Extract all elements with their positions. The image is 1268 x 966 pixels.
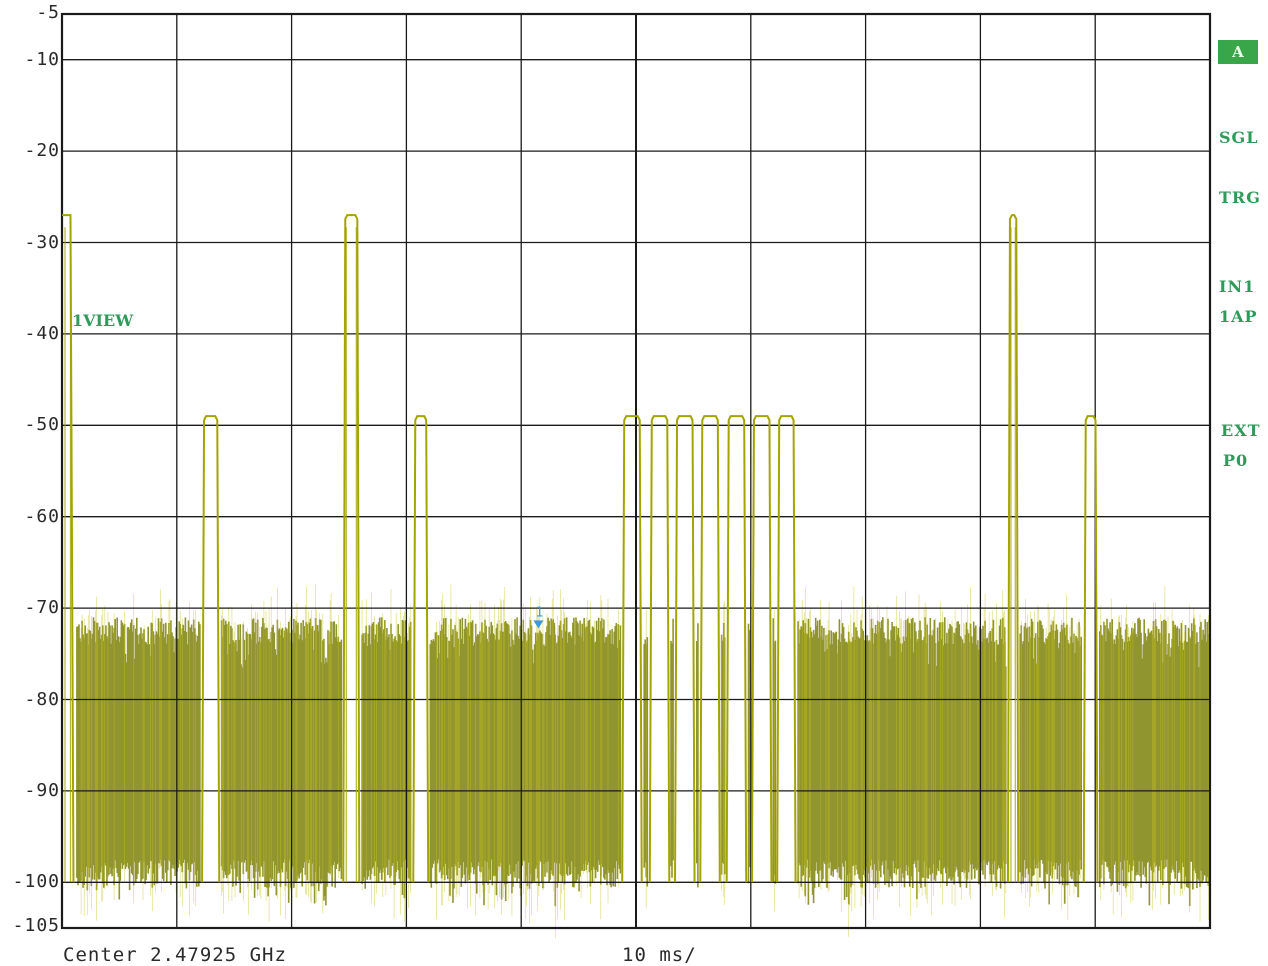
y-tick-label: -5 <box>36 2 60 23</box>
ext-label: EXT <box>1221 421 1261 440</box>
marker-1: 1 <box>533 605 544 629</box>
sgl-label: SGL <box>1219 128 1259 147</box>
y-tick-label: -70 <box>24 597 60 619</box>
y-tick-label: -10 <box>24 48 60 70</box>
trg-label: TRG <box>1219 188 1261 207</box>
noise-floor-trace <box>76 584 1211 938</box>
pulse-inner-edge <box>345 227 357 883</box>
pulse-trace <box>62 214 1099 883</box>
p0-label: P0 <box>1223 451 1249 470</box>
y-tick-label: -105 <box>12 915 60 936</box>
pulse <box>725 415 748 883</box>
y-tick-label: -80 <box>24 688 60 710</box>
y-tick-label: -60 <box>24 505 60 527</box>
pulse <box>699 415 721 883</box>
pulse <box>1082 415 1099 883</box>
marker-triangle <box>533 620 544 629</box>
y-tick-label: -40 <box>24 322 60 344</box>
marker-label: 1 <box>535 605 543 620</box>
y-tick-label: -50 <box>24 414 60 436</box>
center-frequency: Center 2.47925 GHz <box>63 944 287 966</box>
graticule <box>60 12 1212 930</box>
pulse <box>776 415 797 883</box>
pulse <box>750 415 773 883</box>
trace-a-badge[interactable]: A <box>1218 40 1258 64</box>
y-tick-label: -20 <box>24 140 60 162</box>
pulse <box>621 415 643 883</box>
y-tick-label: -100 <box>12 871 60 893</box>
pulse <box>201 415 221 883</box>
y-tick-label: -30 <box>24 231 60 253</box>
trace-view-label: 1VIEW <box>72 311 134 330</box>
pulse <box>342 214 361 883</box>
pulse-inner-edge <box>64 227 72 883</box>
sweep-time: 10 ms/ <box>622 944 697 966</box>
in1-label: IN1 <box>1219 277 1256 296</box>
noise-fill <box>76 617 1211 907</box>
noise-highlights <box>80 584 1210 938</box>
pulse <box>412 415 430 883</box>
pulse <box>674 415 696 883</box>
pulse <box>648 415 671 883</box>
ap-label: 1AP <box>1219 307 1258 326</box>
y-tick-label: -90 <box>24 779 60 801</box>
pulse <box>1006 214 1020 883</box>
pulse-inner-edge <box>1010 227 1016 883</box>
pulse <box>62 214 75 883</box>
